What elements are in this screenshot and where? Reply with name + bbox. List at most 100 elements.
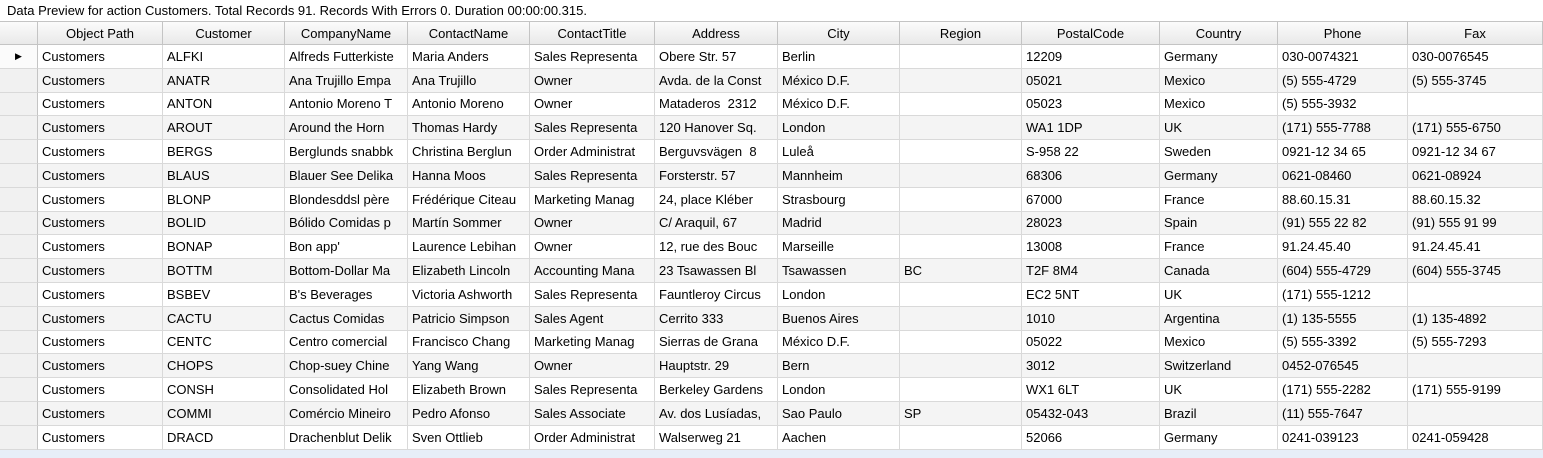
- table-cell[interactable]: Blondesddsl père: [285, 187, 408, 212]
- table-cell[interactable]: Mexico: [1160, 330, 1278, 355]
- select-all-corner-cell[interactable]: [0, 22, 38, 45]
- table-cell[interactable]: Germany: [1160, 163, 1278, 188]
- table-cell[interactable]: Order Administrat: [530, 140, 655, 164]
- table-cell[interactable]: Walserweg 21: [655, 425, 778, 450]
- table-cell[interactable]: 12209: [1022, 45, 1160, 69]
- table-cell[interactable]: 05432-043: [1022, 401, 1160, 426]
- table-cell[interactable]: Sweden: [1160, 140, 1278, 164]
- table-cell[interactable]: [900, 140, 1022, 164]
- table-cell[interactable]: Strasbourg: [778, 187, 900, 212]
- table-cell[interactable]: 3012: [1022, 354, 1160, 379]
- table-cell[interactable]: Victoria Ashworth: [408, 282, 530, 307]
- table-cell[interactable]: 05021: [1022, 68, 1160, 93]
- table-cell[interactable]: Obere Str. 57: [655, 45, 778, 69]
- column-header[interactable]: PostalCode: [1022, 22, 1160, 45]
- table-cell[interactable]: México D.F.: [778, 330, 900, 355]
- table-cell[interactable]: Berguvsvägen 8: [655, 140, 778, 164]
- table-cell[interactable]: ANTON: [163, 92, 285, 117]
- table-cell[interactable]: Aachen: [778, 425, 900, 450]
- table-cell[interactable]: Antonio Moreno: [408, 92, 530, 117]
- row-header[interactable]: ▶: [0, 401, 38, 426]
- table-cell[interactable]: Marketing Manag: [530, 187, 655, 212]
- row-header[interactable]: ▶: [0, 140, 38, 164]
- table-cell[interactable]: France: [1160, 187, 1278, 212]
- table-cell[interactable]: 24, place Kléber: [655, 187, 778, 212]
- table-cell[interactable]: WA1 1DP: [1022, 116, 1160, 141]
- table-cell[interactable]: Ana Trujillo: [408, 68, 530, 93]
- table-cell[interactable]: Customers: [38, 259, 163, 283]
- table-cell[interactable]: Antonio Moreno T: [285, 92, 408, 117]
- table-cell[interactable]: 030-0074321: [1278, 45, 1408, 69]
- table-cell[interactable]: Canada: [1160, 259, 1278, 283]
- table-cell[interactable]: (604) 555-3745: [1408, 259, 1543, 283]
- table-cell[interactable]: Sales Representa: [530, 282, 655, 307]
- table-cell[interactable]: (91) 555 91 99: [1408, 211, 1543, 236]
- table-cell[interactable]: (91) 555 22 82: [1278, 211, 1408, 236]
- table-cell[interactable]: London: [778, 378, 900, 402]
- table-cell[interactable]: [900, 68, 1022, 93]
- table-cell[interactable]: Argentina: [1160, 306, 1278, 331]
- row-header[interactable]: ▶: [0, 45, 38, 69]
- table-cell[interactable]: Customers: [38, 354, 163, 379]
- table-cell[interactable]: CHOPS: [163, 354, 285, 379]
- table-cell[interactable]: SP: [900, 401, 1022, 426]
- table-cell[interactable]: Owner: [530, 68, 655, 93]
- column-header[interactable]: ContactName: [408, 22, 530, 45]
- table-cell[interactable]: Customers: [38, 378, 163, 402]
- row-header[interactable]: ▶: [0, 235, 38, 260]
- table-cell[interactable]: Customers: [38, 92, 163, 117]
- table-cell[interactable]: Mexico: [1160, 68, 1278, 93]
- table-cell[interactable]: Marseille: [778, 235, 900, 260]
- row-header[interactable]: ▶: [0, 425, 38, 450]
- table-cell[interactable]: 0241-059428: [1408, 425, 1543, 450]
- table-cell[interactable]: Germany: [1160, 425, 1278, 450]
- column-header[interactable]: ContactTitle: [530, 22, 655, 45]
- table-cell[interactable]: [900, 45, 1022, 69]
- table-cell[interactable]: Mataderos 2312: [655, 92, 778, 117]
- table-cell[interactable]: Mexico: [1160, 92, 1278, 117]
- table-cell[interactable]: Christina Berglun: [408, 140, 530, 164]
- table-cell[interactable]: Francisco Chang: [408, 330, 530, 355]
- row-header[interactable]: ▶: [0, 211, 38, 236]
- table-cell[interactable]: 23 Tsawassen Bl: [655, 259, 778, 283]
- table-cell[interactable]: Brazil: [1160, 401, 1278, 426]
- table-cell[interactable]: Marketing Manag: [530, 330, 655, 355]
- table-cell[interactable]: México D.F.: [778, 68, 900, 93]
- table-cell[interactable]: B's Beverages: [285, 282, 408, 307]
- column-header[interactable]: Customer: [163, 22, 285, 45]
- table-cell[interactable]: Madrid: [778, 211, 900, 236]
- table-cell[interactable]: [1408, 401, 1543, 426]
- table-cell[interactable]: 05023: [1022, 92, 1160, 117]
- table-cell[interactable]: 12, rue des Bouc: [655, 235, 778, 260]
- table-cell[interactable]: Spain: [1160, 211, 1278, 236]
- table-cell[interactable]: BSBEV: [163, 282, 285, 307]
- table-cell[interactable]: Owner: [530, 235, 655, 260]
- table-cell[interactable]: WX1 6LT: [1022, 378, 1160, 402]
- table-cell[interactable]: [900, 354, 1022, 379]
- table-cell[interactable]: Customers: [38, 68, 163, 93]
- table-cell[interactable]: [900, 378, 1022, 402]
- row-header[interactable]: ▶: [0, 68, 38, 93]
- table-cell[interactable]: Sales Representa: [530, 45, 655, 69]
- table-cell[interactable]: 13008: [1022, 235, 1160, 260]
- table-cell[interactable]: Luleå: [778, 140, 900, 164]
- row-header[interactable]: ▶: [0, 187, 38, 212]
- table-cell[interactable]: BERGS: [163, 140, 285, 164]
- table-cell[interactable]: Customers: [38, 401, 163, 426]
- column-header[interactable]: Address: [655, 22, 778, 45]
- table-cell[interactable]: (1) 135-5555: [1278, 306, 1408, 331]
- table-cell[interactable]: France: [1160, 235, 1278, 260]
- table-cell[interactable]: EC2 5NT: [1022, 282, 1160, 307]
- table-cell[interactable]: Drachenblut Delik: [285, 425, 408, 450]
- table-cell[interactable]: Pedro Afonso: [408, 401, 530, 426]
- table-cell[interactable]: Owner: [530, 354, 655, 379]
- table-cell[interactable]: Sales Representa: [530, 163, 655, 188]
- table-cell[interactable]: 52066: [1022, 425, 1160, 450]
- table-cell[interactable]: [900, 163, 1022, 188]
- table-cell[interactable]: [900, 235, 1022, 260]
- table-cell[interactable]: Customers: [38, 163, 163, 188]
- table-cell[interactable]: COMMI: [163, 401, 285, 426]
